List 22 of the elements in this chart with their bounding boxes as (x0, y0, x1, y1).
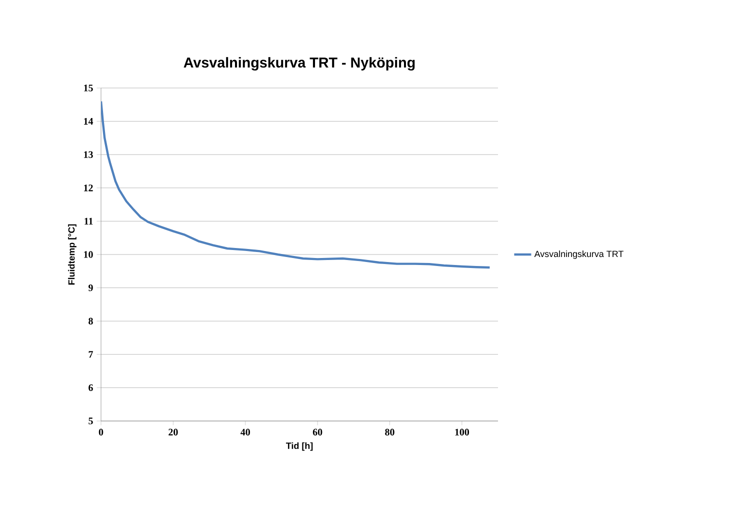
y-axis-title: Fluidtemp [°C] (68, 224, 76, 285)
y-tick-label: 6 (88, 384, 93, 392)
x-tick-label: 0 (98, 428, 104, 436)
y-tick-label: 14 (84, 118, 94, 125)
x-axis-title: Tid [h] (286, 442, 313, 451)
line-series (101, 100, 491, 269)
legend-label: Avsvalningskurva TRT (534, 250, 624, 259)
x-tick-label: 60 (312, 428, 322, 436)
y-tick-label: 12 (84, 184, 93, 192)
y-tick-label: 7 (88, 351, 93, 358)
y-tick-label: 9 (88, 284, 93, 292)
x-tick-label: 80 (385, 428, 394, 436)
x-tick-label: 100 (455, 428, 470, 436)
y-tick-label: 10 (84, 251, 93, 258)
y-tick-label: 15 (84, 84, 93, 92)
x-tick-label: 40 (240, 428, 250, 436)
y-tick-label: 5 (88, 418, 93, 424)
y-tick-label: 13 (84, 151, 93, 158)
x-tick-label: 20 (168, 428, 178, 436)
y-tick-label: 11 (84, 218, 93, 224)
y-tick-label: 8 (88, 318, 93, 324)
chart-title: Avsvalningskurva TRT - Nyköping (184, 57, 415, 71)
